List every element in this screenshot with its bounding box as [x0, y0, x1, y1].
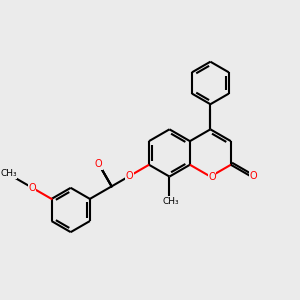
Text: CH₃: CH₃	[162, 197, 179, 206]
Text: CH₃: CH₃	[0, 169, 17, 178]
Text: O: O	[208, 172, 216, 182]
Text: O: O	[28, 183, 36, 193]
Text: O: O	[95, 159, 103, 169]
Text: O: O	[126, 171, 133, 181]
Text: O: O	[249, 171, 257, 181]
